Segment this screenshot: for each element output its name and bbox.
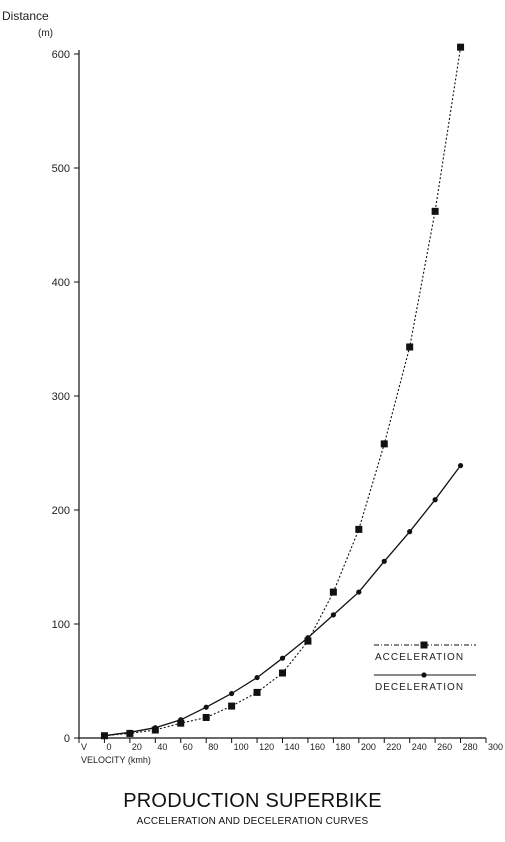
series-line-deceleration [104, 465, 462, 737]
x-tick-label: 180 [335, 742, 350, 752]
x-axis: V 0 20 40 60 80 100 120 140 160 180 200 220 240 260 280… [78, 737, 503, 752]
chart-subtitle: ACCELERATION AND DECELERATION CURVES [136, 816, 369, 827]
data-point-deceleration [229, 690, 235, 697]
legend-label-deceleration: DECELERATION [375, 682, 464, 693]
x-tick-label: 20 [132, 742, 142, 752]
x-tick-label: 200 [361, 742, 376, 752]
data-point-deceleration [101, 733, 108, 739]
y-axis-label-line2: (m) [38, 28, 53, 39]
legend-marker-acceleration [420, 641, 428, 649]
data-point-deceleration [381, 558, 387, 564]
data-point-acceleration [431, 207, 439, 215]
x-axis-label: VELOCITY (kmh) [81, 755, 151, 765]
y-tick-label: 600 [52, 49, 70, 61]
x-tick-label: 60 [183, 742, 193, 752]
data-point-acceleration [329, 588, 337, 596]
x-tick-label: 140 [285, 742, 300, 752]
x-tick-label: 240 [412, 742, 427, 752]
x-tick-label: 40 [157, 742, 167, 752]
legend-marker-deceleration [421, 672, 427, 678]
y-tick-label: 300 [52, 391, 70, 403]
data-point-deceleration [254, 674, 260, 681]
data-point-deceleration [330, 612, 336, 618]
x-tick-label: 280 [463, 742, 478, 752]
y-tick-label: 200 [52, 505, 70, 517]
legend-label-acceleration: ACCELERATION [375, 652, 464, 663]
data-point-deceleration [432, 497, 438, 503]
data-point-acceleration [202, 713, 210, 721]
x-tick-label: 160 [310, 742, 325, 752]
y-tick-label: 400 [52, 277, 70, 289]
data-point-acceleration [228, 702, 236, 710]
x-tick-label: V [81, 742, 87, 752]
y-tick-label: 100 [52, 619, 70, 631]
series-line-acceleration [104, 47, 462, 737]
legend: ACCELERATION DECELERATION [374, 641, 476, 693]
data-point-deceleration [178, 717, 184, 723]
x-tick-label: 300 [488, 742, 503, 752]
x-tick-label: 120 [259, 742, 274, 752]
x-tick-label: 80 [208, 742, 218, 752]
y-axis-label-line1: Distance [2, 9, 49, 23]
data-point-acceleration [355, 525, 363, 533]
x-tick-label: 260 [437, 742, 452, 752]
data-point-deceleration [127, 729, 133, 735]
data-point-deceleration [457, 462, 464, 469]
x-tick-label: 220 [386, 742, 401, 752]
x-tick-label: 0 [106, 742, 111, 752]
data-point-acceleration [457, 43, 465, 51]
data-point-deceleration [152, 725, 158, 731]
chart-area: 0 100 200 300 400 500 600 V 0 20 40 60 80 100 120 140 1… [2, 9, 503, 765]
data-point-acceleration [380, 440, 388, 448]
data-point-acceleration [253, 688, 261, 696]
y-tick-label: 0 [64, 733, 70, 745]
x-tick-label: 100 [234, 742, 249, 752]
data-point-acceleration [406, 343, 414, 351]
data-point-deceleration [305, 635, 311, 641]
data-point-deceleration [279, 655, 286, 661]
y-tick-label: 500 [52, 163, 70, 175]
data-point-acceleration [304, 637, 312, 645]
data-point-deceleration [407, 529, 413, 535]
data-point-deceleration [203, 704, 209, 710]
data-point-deceleration [356, 589, 362, 595]
chart-title: PRODUCTION SUPERBIKE [123, 790, 382, 812]
data-point-acceleration [177, 719, 185, 727]
y-axis: 0 100 200 300 400 500 600 [52, 49, 80, 745]
data-point-acceleration [279, 669, 286, 677]
series-layer [100, 43, 465, 740]
